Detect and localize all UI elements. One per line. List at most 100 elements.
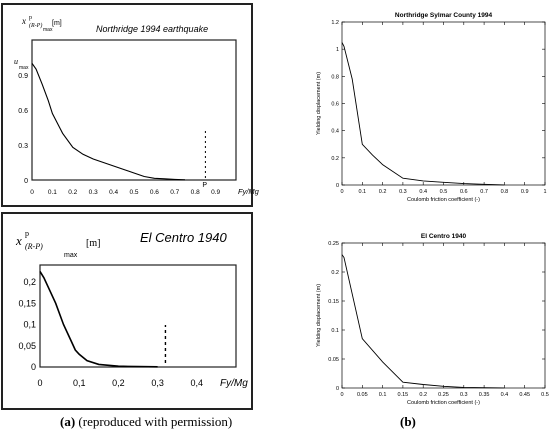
- x-tick-label: 1: [543, 189, 546, 195]
- x-axis-label: Coulomb friction coefficient (-): [407, 400, 480, 406]
- y-tick-label: 1.2: [331, 20, 339, 26]
- x-tick-label: 0,1: [73, 378, 86, 388]
- x-tick-label: 0.2: [68, 189, 77, 196]
- x-tick-label: 0.4: [419, 189, 427, 195]
- chart-title: Northridge Sylmar County 1994: [395, 12, 493, 19]
- y-tick-label: 0: [24, 178, 28, 185]
- caption-b-letter: (b): [400, 414, 416, 429]
- chart-title: Northridge 1994 earthquake: [96, 24, 208, 34]
- x-tick-label: 0.9: [211, 189, 220, 196]
- panel-a-top-frame: [1, 3, 253, 207]
- x-tick-label: 0.2: [419, 392, 427, 398]
- y-tick-label: 0.25: [328, 241, 339, 247]
- caption-b: (b): [400, 414, 416, 430]
- x-tick-label: 0.2: [379, 189, 387, 195]
- y-axis-label: Yielding displacement (m): [316, 72, 322, 135]
- x-axis-label: Coulomb friction coefficient (-): [407, 197, 480, 203]
- x-tick-label: 0.7: [480, 189, 488, 195]
- x-tick-label: 0.8: [501, 189, 509, 195]
- x-tick-label: 0.05: [357, 392, 368, 398]
- plot-box: [31, 39, 237, 181]
- y-tick-label: 1: [336, 47, 339, 53]
- x-tick-label: 0.45: [519, 392, 530, 398]
- ylabel-unit: [m]: [86, 238, 100, 249]
- y-tick-label: 0.6: [18, 108, 28, 115]
- ylabel-super: p: [29, 15, 32, 21]
- x-tick-label: 0.5: [541, 392, 549, 398]
- x-axis-label: Fy/Mg: [220, 378, 248, 389]
- x-tick-label: 0.1: [379, 392, 387, 398]
- plot-box: [39, 264, 237, 368]
- x-tick-label: 0.6: [460, 189, 468, 195]
- chart-title: El Centro 1940: [421, 233, 467, 240]
- x-tick-label: 0.9: [521, 189, 529, 195]
- x-tick-label: 0.3: [89, 189, 98, 196]
- x-tick-label: 0.6: [150, 189, 159, 196]
- y-tick-label: 0.4: [331, 129, 339, 135]
- plot-box: [341, 21, 546, 186]
- ylabel-unit: [m]: [52, 20, 62, 27]
- ylabel-main: x: [15, 233, 22, 248]
- x-tick-label: 0.1: [48, 189, 57, 196]
- marker-label: P: [202, 182, 207, 189]
- ylabel-tail: max: [64, 252, 78, 259]
- chart-b-top: Northridge Sylmar County 1994 0 0.2 0.4 0.6 0…: [316, 12, 547, 203]
- panel-a-bottom-frame: [1, 212, 253, 410]
- ylabel-main: x: [21, 16, 26, 26]
- y-tick-label: 0,2: [23, 277, 36, 287]
- x-tick-label: 0.15: [398, 392, 409, 398]
- y-tick-label: 0,1: [23, 320, 36, 330]
- caption-a-letter: (a): [60, 414, 76, 429]
- x-tick-label: 0,2: [112, 378, 125, 388]
- ylabel-sub: (R-P): [25, 242, 43, 251]
- series-line: [39, 270, 158, 368]
- y-tick-label: 0,15: [18, 298, 36, 308]
- y-axis-label: Yielding displacement (m): [316, 284, 322, 347]
- ylabel-sub: (R-P): [29, 22, 42, 29]
- y-tick-label: 0.8: [331, 74, 339, 80]
- x-axis-label: Fy/Mg: [238, 187, 260, 196]
- y-tick-label: 0.05: [328, 357, 339, 363]
- x-tick-label: 0.4: [109, 189, 118, 196]
- x-tick-label: 0.5: [440, 189, 448, 195]
- x-tick-label: 0: [37, 378, 42, 388]
- y-tick-label: 0: [336, 183, 339, 189]
- x-tick-label: 0.35: [479, 392, 490, 398]
- caption-a-text: (reproduced with permission): [78, 414, 233, 429]
- x-tick-label: 0.3: [460, 392, 468, 398]
- x-tick-label: 0.25: [438, 392, 449, 398]
- y-tick-label: 0: [336, 386, 339, 392]
- x-tick-label: 0: [340, 189, 343, 195]
- y-tick-label: 0.3: [18, 143, 28, 150]
- y-tick-label: 0,05: [18, 341, 36, 351]
- x-tick-label: 0,3: [151, 378, 164, 388]
- plot-box: [341, 242, 546, 389]
- y-tick-label: 0.1: [331, 328, 339, 334]
- chart-title: El Centro 1940: [140, 230, 227, 245]
- series-line: [341, 254, 505, 389]
- x-tick-label: 0.7: [170, 189, 179, 196]
- series-line: [31, 62, 186, 181]
- y-tick-label: 0.9: [18, 73, 28, 80]
- y-tick-label: 0.6: [331, 102, 339, 108]
- x-tick-label: 0.8: [191, 189, 200, 196]
- x-tick-label: 0.4: [501, 392, 509, 398]
- series-line: [341, 42, 505, 186]
- y-tick-label: 0.15: [328, 299, 339, 305]
- y-tick-label: 0.2: [331, 156, 339, 162]
- x-tick-label: 0.5: [129, 189, 138, 196]
- x-tick-label: 0,4: [191, 378, 204, 388]
- x-tick-label: 0: [340, 392, 343, 398]
- x-tick-label: 0.1: [358, 189, 366, 195]
- x-tick-label: 0.3: [399, 189, 407, 195]
- ylabel-tail: max: [43, 27, 53, 33]
- caption-a: (a) (reproduced with permission): [60, 414, 232, 430]
- chart-b-bottom: El Centro 1940 0 0.05 0.1 0.15 0.2 0.25 0 0.05 0.…: [316, 233, 549, 406]
- u-max-sub: max: [19, 65, 29, 71]
- u-max-label: u: [14, 57, 18, 66]
- x-tick-label: 0: [30, 189, 34, 196]
- chart-a-bottom: El Centro 1940 x p (R-P) max [m] 0 0,05 0,1 0,15 0…: [15, 229, 248, 389]
- ylabel-super: p: [25, 229, 29, 238]
- y-tick-label: 0: [31, 362, 36, 372]
